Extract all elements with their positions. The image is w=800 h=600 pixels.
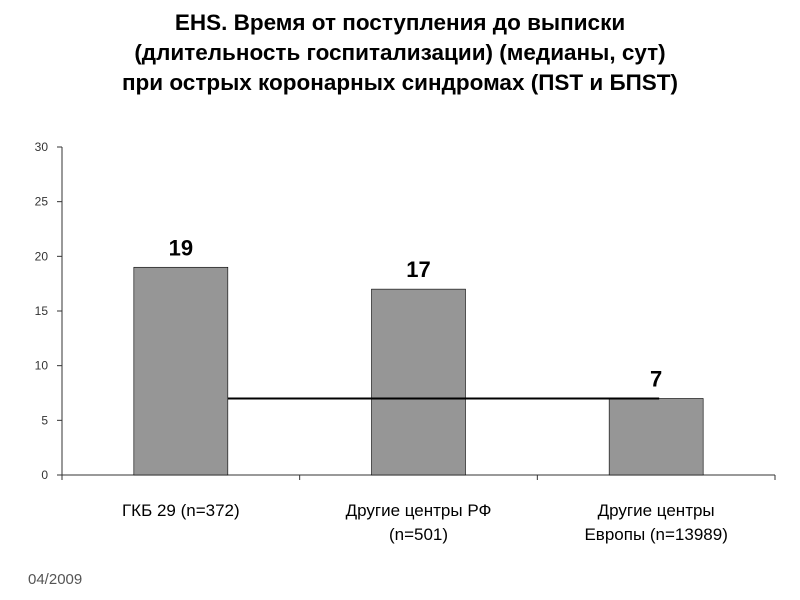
y-tick-label: 20 <box>35 249 49 263</box>
y-tick-label: 0 <box>41 468 48 482</box>
y-tick-label: 10 <box>35 359 49 373</box>
chart-title: EHS. Время от поступления до выписки (дл… <box>0 8 800 98</box>
x-category-label: ГКБ 29 (n=372) <box>122 501 240 520</box>
y-tick-label: 15 <box>35 304 49 318</box>
chart-title-line-2: (длительность госпитализации) (медианы, … <box>134 40 666 65</box>
footer-date: 04/2009 <box>28 571 83 588</box>
x-category-label: (n=501) <box>389 525 448 544</box>
x-category-label: Европы (n=13989) <box>584 525 727 544</box>
x-category-label: Другие центры РФ <box>346 501 492 520</box>
bar <box>133 266 229 476</box>
bar <box>371 288 466 476</box>
y-tick-label: 25 <box>35 195 49 209</box>
x-category-label: Другие центры <box>598 501 715 520</box>
y-tick-label: 5 <box>41 413 48 427</box>
chart-title-line-3: при острых коронарных синдромах (ПST и Б… <box>121 70 679 95</box>
data-label: 19 <box>169 235 193 260</box>
y-tick-label: 30 <box>35 140 49 154</box>
chart-title-line-1: EHS. Время от поступления до выписки <box>174 10 626 35</box>
data-label: 17 <box>406 257 430 282</box>
data-label: 7 <box>650 366 662 391</box>
bar <box>608 398 704 476</box>
